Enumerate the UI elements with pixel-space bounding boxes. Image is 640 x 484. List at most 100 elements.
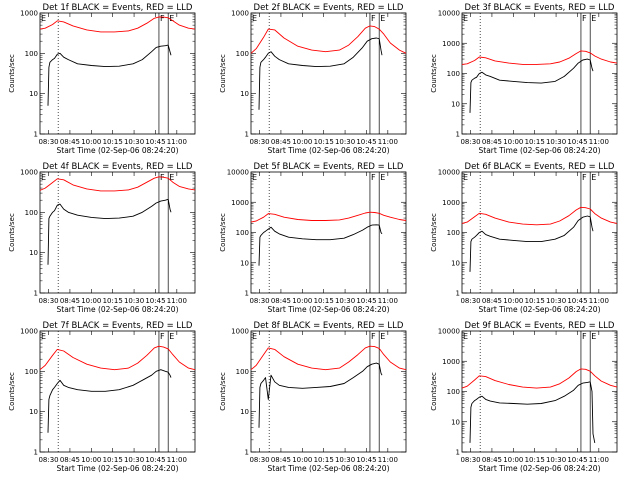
x-tick-label: 10:15 [525,297,545,305]
x-tick-label: 08:30 [460,456,480,464]
y-tick-label: 1 [245,131,249,139]
x-tick-label: 08:45 [482,297,502,305]
panel-title: Det 4f BLACK = Events, RED = LLD [43,162,193,172]
plot-frame [250,12,407,135]
y-tick-label: 1 [34,131,38,139]
marker-label-left: E [252,173,257,182]
marker-label-E: E [380,173,385,182]
marker-label-E: E [591,14,596,23]
panel-title: Det 9f BLACK = Events, RED = LLD [465,321,615,331]
plot-frame [39,171,196,294]
lld-series-line [461,50,618,65]
x-tick-label: 11:00 [167,138,187,146]
x-tick-label: 10:15 [314,456,334,464]
marker-label-E: E [169,332,174,341]
y-tick-label: 100 [447,388,460,396]
y-tick-label: 100 [25,50,38,58]
plot-frame [461,330,618,453]
plot-frame [461,171,618,294]
y-tick-label: 1000 [20,169,38,177]
plot-frame [39,12,196,135]
x-tick-label: 10:30 [335,456,355,464]
x-tick-label: 10:00 [81,138,101,146]
x-tick-label: 11:00 [378,297,398,305]
marker-label-left: E [252,332,257,341]
y-tick-label: 100 [236,368,249,376]
lld-series-line [250,211,407,223]
y-tick-label: 1 [34,290,38,298]
marker-label-E: E [591,332,596,341]
y-tick-label: 1000 [231,10,249,18]
y-tick-label: 100 [447,70,460,78]
marker-label-left: E [41,332,46,341]
x-tick-label: 08:45 [271,456,291,464]
y-tick-label: 1000 [20,10,38,18]
events-series-line [47,369,172,433]
y-axis-label: Counts/sec [430,213,438,252]
x-axis-label: Start Time (02-Sep-06 08:24:20) [479,305,601,314]
y-tick-label: 10 [240,90,249,98]
y-tick-label: 10 [29,249,38,257]
marker-label-F: F [582,14,587,23]
x-tick-label: 10:15 [103,297,123,305]
x-tick-label: 08:30 [249,297,269,305]
lld-series-line [250,25,407,54]
marker-label-F: F [160,332,165,341]
x-axis-label: Start Time (02-Sep-06 08:24:20) [57,305,179,314]
y-tick-label: 10000 [438,328,460,336]
x-tick-label: 08:45 [482,456,502,464]
y-tick-label: 1 [245,290,249,298]
detector-panel-5: Det 5f BLACK = Events, RED = LLD 1 10 100 10… [219,162,407,314]
events-series-line [469,381,596,443]
x-tick-label: 08:45 [60,456,80,464]
events-series-line [258,37,383,110]
y-tick-label: 10 [240,259,249,267]
x-tick-label: 10:45 [356,138,376,146]
x-tick-label: 10:30 [124,456,144,464]
y-tick-label: 100 [236,50,249,58]
y-tick-label: 1000 [442,40,460,48]
y-tick-label: 1000 [231,199,249,207]
x-tick-label: 10:30 [124,138,144,146]
panel-title: Det 6f BLACK = Events, RED = LLD [465,162,615,172]
x-tick-label: 10:30 [546,138,566,146]
marker-label-E: E [380,14,385,23]
x-tick-label: 08:30 [249,138,269,146]
detector-panel-2: Det 2f BLACK = Events, RED = LLD 1 10 100 10… [219,3,407,155]
x-axis-label: Start Time (02-Sep-06 08:24:20) [268,464,390,473]
y-tick-label: 10 [29,90,38,98]
marker-label-left: E [41,173,46,182]
lld-series-line [461,368,618,389]
y-tick-label: 10 [29,408,38,416]
lld-series-line [39,176,196,192]
x-tick-label: 08:45 [271,138,291,146]
x-tick-label: 11:00 [589,138,609,146]
x-tick-label: 11:00 [589,297,609,305]
x-tick-label: 10:45 [145,138,165,146]
lld-series-line [461,206,618,226]
y-tick-label: 100 [25,368,38,376]
marker-label-left: E [41,14,46,23]
x-tick-label: 10:30 [546,297,566,305]
marker-label-F: F [582,332,587,341]
y-tick-label: 10 [451,100,460,108]
events-series-line [47,198,172,265]
x-tick-label: 10:00 [292,138,312,146]
x-tick-label: 08:45 [271,297,291,305]
y-tick-label: 10000 [438,10,460,18]
marker-label-F: F [371,14,376,23]
detector-panel-3: Det 3f BLACK = Events, RED = LLD 1 10 100 10… [430,3,618,155]
x-tick-label: 10:45 [567,297,587,305]
x-tick-label: 10:00 [81,456,101,464]
x-tick-label: 08:30 [460,138,480,146]
x-tick-label: 10:45 [356,297,376,305]
x-tick-label: 08:45 [60,297,80,305]
y-tick-label: 1 [456,290,460,298]
x-tick-label: 08:30 [38,456,58,464]
lld-series-line [39,345,196,371]
y-tick-label: 10 [451,259,460,267]
x-tick-label: 10:15 [314,297,334,305]
events-series-line [258,362,383,428]
events-series-line [47,44,172,106]
marker-label-F: F [371,173,376,182]
